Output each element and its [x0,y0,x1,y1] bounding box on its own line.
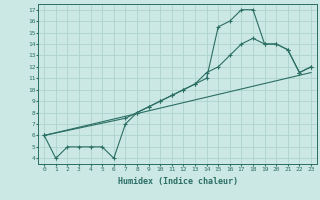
X-axis label: Humidex (Indice chaleur): Humidex (Indice chaleur) [118,177,238,186]
